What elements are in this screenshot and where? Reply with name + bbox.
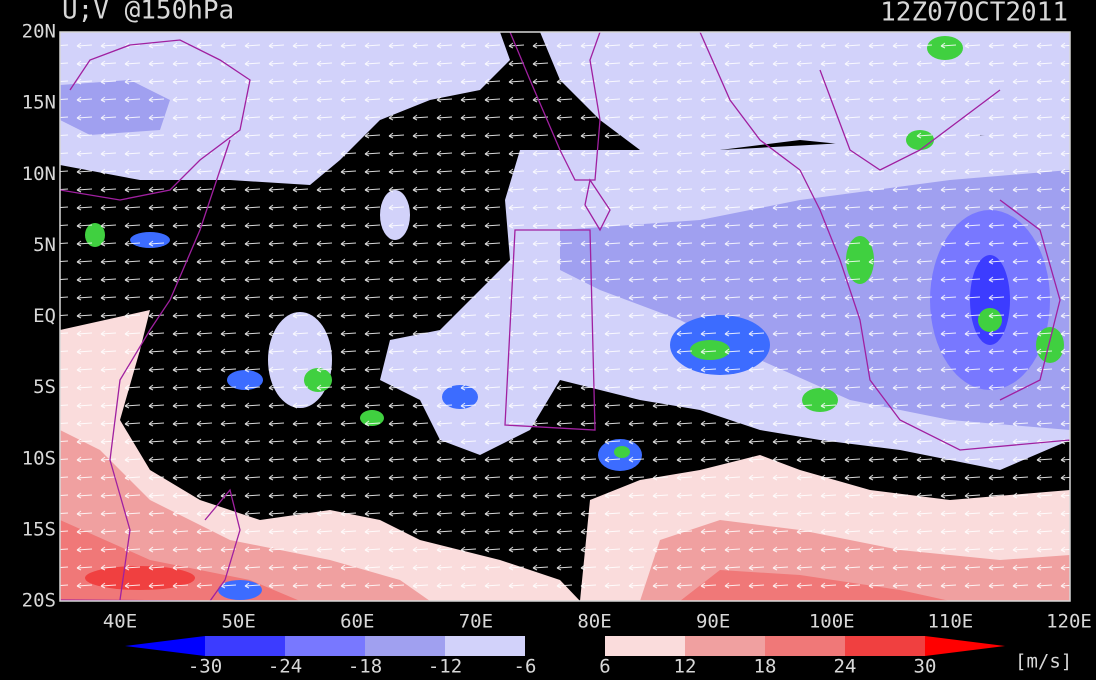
lon-label: 100E	[809, 611, 855, 633]
lat-label: 10N	[22, 163, 56, 185]
lat-labels: 20N 15N 10N 5N EQ 5S 10S 15S 20S	[22, 21, 56, 612]
lat-label: 20S	[22, 590, 56, 612]
lon-labels: 40E 50E 60E 70E 80E 90E 100E 110E 120E	[103, 611, 1092, 633]
lon-label: 40E	[103, 611, 137, 633]
colorbar-label: -6	[514, 656, 537, 678]
lat-label: 15N	[22, 92, 56, 114]
lon-label: 50E	[221, 611, 255, 633]
colorbar-label: -18	[348, 656, 382, 678]
datetime: 12Z07OCT2011	[880, 0, 1068, 28]
lon-label: 110E	[927, 611, 973, 633]
colorbar-label: -30	[188, 656, 222, 678]
colorbar-labels: -30 -24 -18 -12 -6 6 12 18 24 30	[188, 656, 937, 678]
lon-label: 120E	[1046, 611, 1092, 633]
unit: [m/s]	[1015, 651, 1072, 673]
lat-label: 20N	[22, 21, 56, 43]
lon-label: 60E	[340, 611, 374, 633]
lat-label: EQ	[33, 305, 56, 327]
lon-label: 70E	[459, 611, 493, 633]
lat-label: 15S	[22, 518, 56, 540]
lat-label: 5N	[33, 234, 56, 256]
lon-label: 90E	[696, 611, 730, 633]
lat-label: 5S	[33, 376, 56, 398]
colorbar	[125, 636, 1005, 656]
title: U;V @150hPa	[62, 0, 234, 26]
lon-label: 80E	[577, 611, 611, 633]
colorbar-label: 18	[754, 656, 777, 678]
colorbar-label: 12	[674, 656, 697, 678]
colorbar-label: -12	[428, 656, 462, 678]
colorbar-label: 24	[834, 656, 857, 678]
colorbar-label: 6	[599, 656, 610, 678]
colorbar-label: 30	[914, 656, 937, 678]
map-field	[60, 32, 1070, 601]
map-frame	[59, 31, 1071, 602]
colorbar-label: -24	[268, 656, 302, 678]
lat-label: 10S	[22, 447, 56, 469]
